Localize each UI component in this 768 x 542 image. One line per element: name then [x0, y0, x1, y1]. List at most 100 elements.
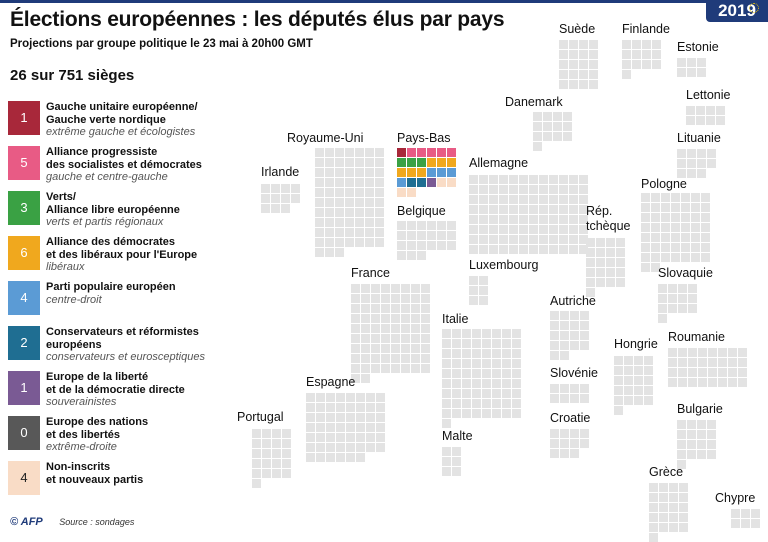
seat-empty	[482, 399, 491, 408]
seat-empty	[351, 324, 360, 333]
seat-empty	[365, 198, 374, 207]
seat-empty	[691, 193, 700, 202]
seat-empty	[411, 294, 420, 303]
country-label: Lituanie	[677, 131, 721, 145]
seat-empty	[469, 276, 478, 285]
legend-count-box: 1	[8, 101, 40, 135]
seat-empty	[336, 443, 345, 452]
seat-empty	[315, 218, 324, 227]
seat-empty	[351, 284, 360, 293]
seat-empty	[586, 238, 595, 247]
seat-empty	[596, 238, 605, 247]
seat-empty	[315, 178, 324, 187]
seat-empty	[651, 193, 660, 202]
legend-group-name: Alliance des démocrates et des libéraux …	[46, 236, 216, 274]
seat-empty	[316, 403, 325, 412]
seat-empty	[706, 116, 715, 125]
seat-empty	[651, 213, 660, 222]
seat-empty	[669, 523, 678, 532]
seat-empty	[365, 168, 374, 177]
seat-empty	[355, 178, 364, 187]
seat-empty	[586, 258, 595, 267]
seat-empty	[381, 344, 390, 353]
seat-empty	[589, 70, 598, 79]
seat-empty	[281, 204, 290, 213]
seat-empty	[697, 420, 706, 429]
seat-empty	[616, 248, 625, 257]
seat-empty	[492, 399, 501, 408]
seat-empty	[335, 238, 344, 247]
seat-empty	[559, 245, 568, 254]
seat-empty	[616, 268, 625, 277]
seat-empty	[677, 420, 686, 429]
seat-empty	[351, 364, 360, 373]
seat-empty	[560, 321, 569, 330]
seat-empty	[361, 344, 370, 353]
seat-filled	[417, 178, 426, 187]
country-label: Estonie	[677, 40, 719, 54]
seat-empty	[596, 278, 605, 287]
seat-empty	[622, 70, 631, 79]
seat-empty	[553, 112, 562, 121]
seat-empty	[345, 208, 354, 217]
seat-empty	[701, 193, 710, 202]
seat-empty	[529, 205, 538, 214]
legend-group-label: Non-inscrits et nouveaux partis	[46, 461, 144, 486]
seat-empty	[606, 248, 615, 257]
seat-empty	[281, 194, 290, 203]
seat-empty	[401, 334, 410, 343]
seat-empty	[686, 106, 695, 115]
seat-empty	[549, 175, 558, 184]
seat-empty	[512, 409, 521, 418]
seat-empty	[728, 358, 737, 367]
seat-empty	[472, 339, 481, 348]
seat-empty	[560, 341, 569, 350]
seat-empty	[634, 386, 643, 395]
seat-empty	[697, 450, 706, 459]
seat-empty	[452, 457, 461, 466]
seat-empty	[644, 376, 653, 385]
seat-empty	[529, 195, 538, 204]
year-text: 2019	[718, 1, 756, 20]
seat-empty	[687, 149, 696, 158]
seat-empty	[316, 413, 325, 422]
seat-empty	[679, 493, 688, 502]
seat-empty	[688, 294, 697, 303]
seat-empty	[381, 284, 390, 293]
seat-empty	[687, 420, 696, 429]
country-label: Italie	[442, 312, 469, 326]
seat-empty	[469, 205, 478, 214]
seat-empty	[677, 460, 686, 469]
seat-empty	[355, 188, 364, 197]
legend-item: 2 Conservateurs et réformistes européens …	[8, 326, 208, 364]
seat-empty	[519, 185, 528, 194]
seat-empty	[376, 413, 385, 422]
seat-empty	[570, 449, 579, 458]
seat-empty	[570, 331, 579, 340]
seat-empty	[442, 369, 451, 378]
seat-empty	[366, 433, 375, 442]
seat-empty	[482, 349, 491, 358]
seat-empty	[272, 459, 281, 468]
seat-empty	[570, 429, 579, 438]
seat-empty	[707, 450, 716, 459]
seat-empty	[549, 215, 558, 224]
seat-empty	[421, 334, 430, 343]
seat-empty	[376, 403, 385, 412]
seat-empty	[479, 175, 488, 184]
legend-item: 4 Parti populaire européen centre-droit	[8, 281, 208, 319]
seat-empty	[375, 148, 384, 157]
seat-empty	[529, 175, 538, 184]
seat-empty	[366, 393, 375, 402]
seat-empty	[681, 243, 690, 252]
seat-empty	[691, 233, 700, 242]
seat-empty	[622, 60, 631, 69]
seat-empty	[728, 348, 737, 357]
seat-empty	[335, 248, 344, 257]
legend-count-box: 4	[8, 461, 40, 495]
seat-empty	[563, 132, 572, 141]
seat-empty	[560, 351, 569, 360]
seat-empty	[681, 223, 690, 232]
seat-empty	[391, 334, 400, 343]
seat-empty	[306, 433, 315, 442]
